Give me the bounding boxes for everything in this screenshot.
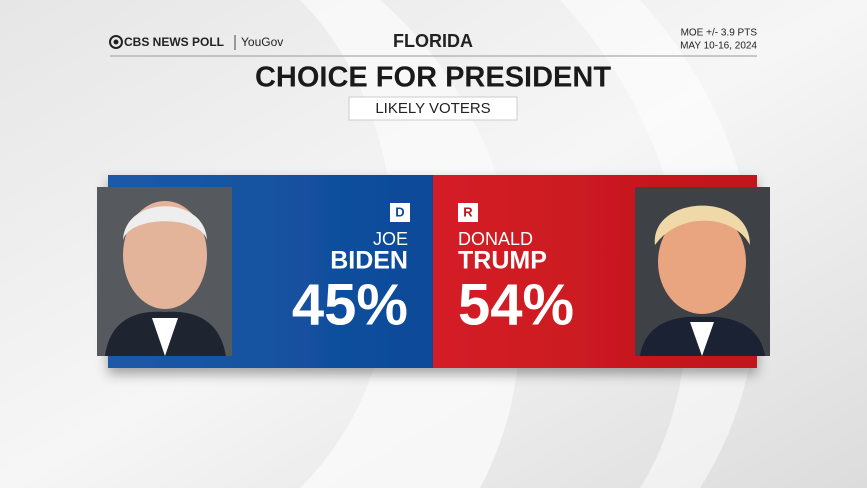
logo-pupil [113,39,119,45]
photo-left [97,187,232,356]
vote-share: 45% [292,272,408,337]
photo-right [635,187,770,356]
subtitle: LIKELY VOTERS [375,100,490,117]
brand: CBS NEWS POLL [124,35,224,49]
first-name: DONALD [458,229,533,249]
dates: MAY 10-16, 2024 [680,41,757,52]
last-name: BIDEN [330,247,408,275]
party: R [463,204,473,219]
moe: MOE +/- 3.9 PTS [681,28,758,39]
party: D [395,204,404,219]
first-name: JOE [373,229,408,249]
party-badge [390,203,410,222]
state: FLORIDA [393,31,473,51]
party-badge [458,203,478,222]
last-name: TRUMP [458,247,547,275]
title: CHOICE FOR PRESIDENT [255,62,611,94]
vote-share: 54% [458,272,574,337]
partner: YouGov [241,35,283,49]
subtitle-box [348,96,518,121]
logo-eye [109,35,123,49]
